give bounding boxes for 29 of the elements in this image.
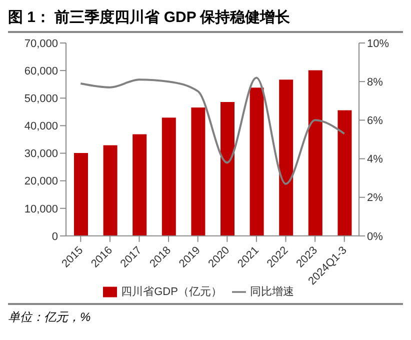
line-series — [80, 76, 346, 185]
bar — [103, 145, 118, 236]
bar — [74, 152, 88, 236]
y2-tick-label: 6% — [367, 115, 384, 128]
y2-tick-label: 8% — [367, 76, 384, 88]
legend-label: 四川省GDP（亿元） — [121, 286, 222, 298]
chart-title: 图 1： 前三季度四川省 GDP 保持稳健增长 — [8, 8, 403, 33]
y2-tick-label: 4% — [367, 154, 384, 166]
y-tick-label: 20,000 — [24, 176, 58, 188]
bar — [250, 88, 264, 236]
bar — [191, 107, 206, 236]
bar — [308, 70, 322, 236]
y-tick-label: 0 — [52, 230, 58, 243]
y-tick-label: 50,000 — [24, 93, 58, 106]
y2-tick-label: 0% — [367, 230, 384, 243]
y2-tick-label: 2% — [367, 192, 384, 204]
y-tick-label: 70,000 — [24, 38, 58, 50]
y-tick-label: 60,000 — [24, 65, 58, 78]
y2-tick-label: 10% — [367, 38, 390, 50]
bar — [279, 80, 294, 236]
bar — [220, 102, 234, 236]
text: 单位：亿元，% — [8, 310, 91, 324]
y-tick-label: 30,000 — [24, 148, 58, 160]
bar — [162, 118, 176, 236]
y-tick-label: 10,000 — [24, 203, 58, 216]
legend-label: 同比增速 — [250, 286, 294, 298]
bar — [338, 110, 352, 236]
y-tick-label: 40,000 — [24, 120, 58, 133]
bar — [132, 134, 147, 236]
